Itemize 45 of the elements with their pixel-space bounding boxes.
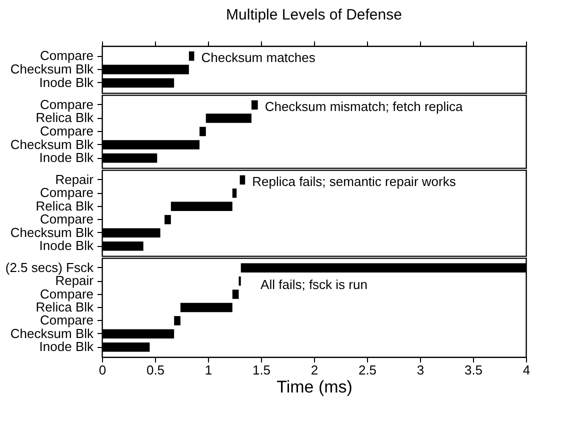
bar [206, 114, 252, 123]
bar [232, 188, 237, 198]
y-tick-label: Compare [40, 212, 94, 227]
bar [240, 175, 246, 185]
y-tick-label: Inode Blk [39, 238, 94, 254]
y-tick-label: Compare [40, 312, 94, 328]
x-axis-title: Time (ms) [276, 378, 352, 396]
y-tick-label: Relica Blk [36, 300, 94, 314]
x-tick-label: 1.5 [252, 362, 271, 378]
x-tick-label: 0.5 [146, 362, 165, 378]
y-tick-label: Relica Blk [36, 198, 94, 214]
y-tick-label: Checksum Blk [10, 326, 94, 341]
chart-title: Multiple Levels of Defense [226, 6, 402, 24]
y-tick-label: Checksum Blk [10, 136, 94, 152]
y-tick-label: Compare [40, 286, 94, 302]
y-tick-label: Checksum Blk [10, 224, 94, 240]
x-tick-label: 0 [98, 362, 106, 378]
y-tick-label: Compare [40, 185, 94, 200]
bar [174, 316, 180, 326]
bar [200, 126, 206, 136]
x-tick-label: 2.5 [358, 362, 377, 378]
y-tick-label: Checksum Blk [10, 62, 94, 76]
annotation: Checksum matches [201, 50, 316, 66]
y-tick-label: Repair [55, 172, 94, 187]
bar [251, 100, 258, 110]
bar [232, 290, 239, 299]
annotation: Replica fails; semantic repair works [252, 174, 456, 189]
bar [164, 214, 171, 224]
x-tick-label: 3.5 [464, 362, 483, 378]
x-tick-label: 2 [310, 362, 318, 378]
x-tick-label: 3 [416, 362, 424, 378]
y-tick-label: Inode Blk [39, 339, 94, 354]
y-tick-label: Inode Blk [39, 74, 94, 90]
y-tick-label: Compare [40, 48, 94, 64]
x-tick-label: 4 [522, 362, 530, 378]
y-tick-label: Compare [40, 124, 94, 138]
x-tick-label: 1 [204, 362, 212, 378]
annotation: Checksum mismatch; fetch replica [264, 98, 464, 114]
y-tick-label: (2.5 secs) Fsck [5, 260, 94, 275]
bar [180, 302, 232, 312]
annotation: All fails; fsck is run [260, 277, 368, 292]
y-tick-label: Inode Blk [39, 150, 94, 166]
bar [170, 202, 232, 212]
y-tick-label: Relica Blk [36, 110, 94, 126]
y-tick-label: Compare [40, 96, 94, 112]
